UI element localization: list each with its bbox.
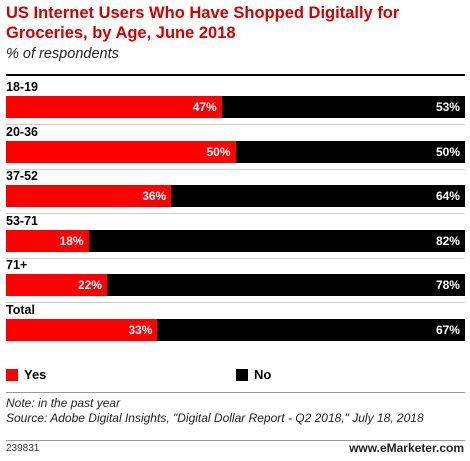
category-label: 37-52 (6, 169, 38, 183)
source-text: Source: Adobe Digital Insights, "Digital… (6, 411, 424, 425)
legend-swatch-yes (6, 368, 18, 381)
data-label-yes: 50% (206, 144, 231, 159)
data-label-yes: 18% (59, 233, 84, 248)
category-label: 20-36 (6, 124, 38, 139)
chart-id: 239831 (6, 443, 40, 454)
legend-label-no: No (254, 367, 272, 382)
bar-no: 78% (106, 274, 465, 296)
data-label-no: 50% (435, 144, 460, 159)
row-separator (6, 257, 465, 259)
legend: Yes No (6, 367, 465, 383)
bar-yes: 36% (6, 185, 172, 207)
bar-row: 33% 67% (6, 318, 465, 341)
category-label: 71+ (6, 258, 28, 272)
bar-no: 67% (157, 318, 465, 341)
notes: Note: in the past year Source: Adobe Dig… (6, 396, 465, 426)
bar-row: 50% 50% (6, 140, 465, 163)
bar-no: 82% (88, 229, 465, 252)
bar-row: 47% 53% (6, 96, 465, 118)
top-rule (6, 74, 465, 76)
bar-no: 64% (171, 185, 465, 207)
bar-yes: 47% (6, 96, 222, 118)
bar-yes: 18% (6, 229, 89, 252)
bar-yes: 33% (6, 318, 158, 341)
note-text: Note: in the past year (6, 396, 121, 410)
legend-swatch-no (236, 368, 248, 381)
data-label-yes: 47% (192, 100, 217, 114)
data-label-no: 82% (435, 233, 460, 248)
category-label: 53-71 (6, 213, 38, 228)
data-label-yes: 22% (77, 278, 102, 292)
data-label-no: 67% (435, 322, 460, 337)
data-label-yes: 36% (142, 189, 167, 203)
bar-row: 18% 82% (6, 229, 465, 252)
bottom-rule (6, 392, 465, 393)
bar-no: 53% (221, 96, 465, 118)
bar-no: 50% (235, 140, 465, 163)
brand-label: www.eMarketer.com (349, 441, 464, 455)
bar-yes: 22% (6, 274, 107, 296)
row-separator (6, 124, 465, 125)
data-label-yes: 33% (128, 322, 153, 337)
category-label: 18-19 (6, 80, 38, 94)
legend-item-no: No (236, 367, 271, 382)
bar-yes: 50% (6, 140, 236, 163)
row-separator (6, 302, 465, 303)
bar-row: 22% 78% (6, 274, 465, 296)
legend-label-yes: Yes (24, 367, 47, 382)
data-label-no: 53% (435, 100, 460, 114)
category-label: Total (6, 302, 35, 317)
legend-item-yes: Yes (6, 367, 46, 382)
data-label-no: 78% (435, 278, 460, 292)
row-separator (6, 168, 465, 170)
chart-subtitle: % of respondents (6, 46, 119, 62)
row-separator (6, 213, 465, 214)
bar-row: 36% 64% (6, 185, 465, 207)
footer-rule (6, 440, 465, 441)
data-label-no: 64% (435, 189, 460, 203)
chart-title: US Internet Users Who Have Shopped Digit… (6, 4, 400, 42)
